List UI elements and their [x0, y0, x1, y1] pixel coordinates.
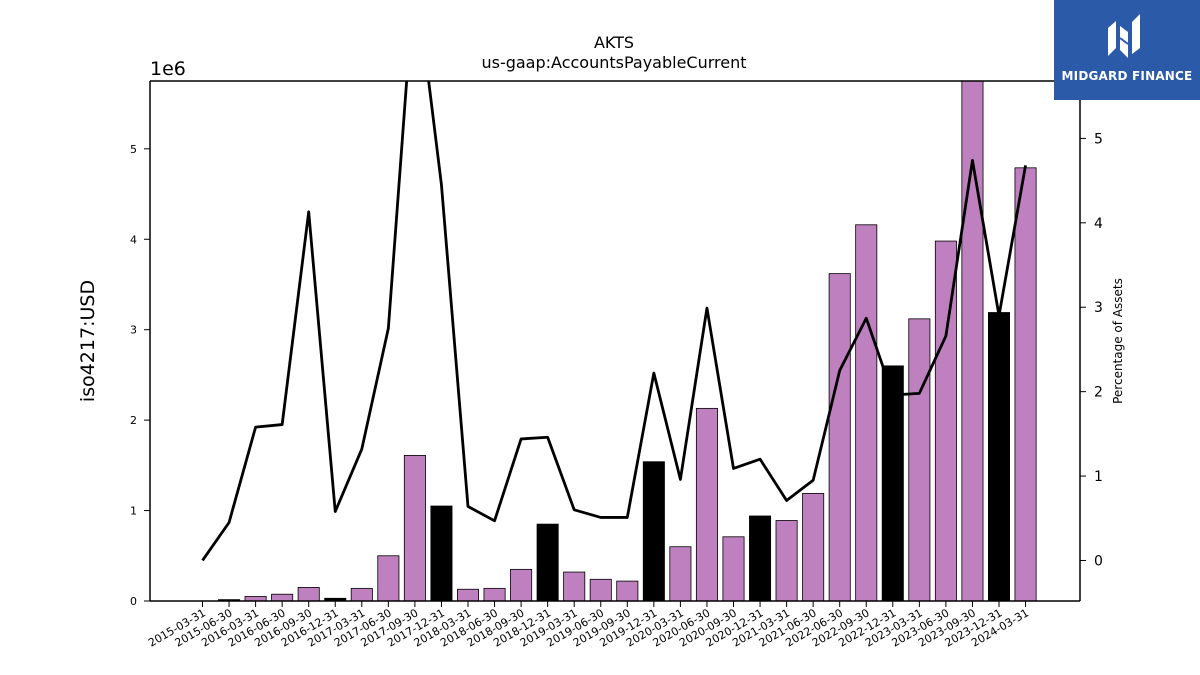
logo-text: MIDGARD FINANCE: [1061, 69, 1193, 83]
bar: [722, 536, 745, 601]
bar: [271, 593, 294, 601]
bar: [775, 520, 798, 601]
bar: [881, 365, 904, 601]
y-right-tick-label: 4: [1094, 216, 1103, 232]
y-tick-label: 1: [130, 505, 137, 518]
y-right-tick-label: 5: [1094, 131, 1103, 147]
bar: [350, 587, 373, 601]
y-right-tick-label: 3: [1094, 300, 1103, 316]
bar: [855, 224, 878, 601]
bar: [589, 578, 612, 601]
bar: [1014, 167, 1037, 601]
y-axis-label-right: Percentage of Assets: [1111, 278, 1125, 404]
bar: [377, 555, 400, 601]
y-right-tick-label: 2: [1094, 385, 1103, 401]
midgard-logo-icon: [1108, 14, 1140, 58]
y-right-tick-label: 1: [1094, 469, 1103, 485]
bar: [536, 523, 559, 601]
y-tick-label: 4: [130, 233, 137, 246]
bar: [456, 588, 479, 601]
bar: [483, 587, 506, 601]
brand-logo: MIDGARD FINANCE: [1054, 0, 1200, 100]
bar: [749, 515, 772, 601]
y-tick-label: 2: [130, 414, 137, 427]
bar: [828, 273, 851, 601]
line-series: [201, 81, 1027, 562]
bar: [297, 587, 320, 601]
bar: [563, 571, 586, 601]
y-right-tick-label: 0: [1094, 553, 1103, 569]
bar-series: [218, 81, 1037, 601]
y-axis-label: iso4217:USD: [77, 280, 99, 402]
bar: [695, 407, 718, 601]
y-tick-label: 5: [130, 143, 137, 156]
bar: [908, 318, 931, 601]
bar: [430, 505, 453, 601]
y-tick-label: 3: [130, 324, 137, 337]
chart-title: AKTS: [594, 33, 634, 52]
chart-subtitle: us-gaap:AccountsPayableCurrent: [481, 53, 746, 72]
axes: 0123450123452015-03-312015-06-302016-03-…: [130, 80, 1103, 650]
bar: [403, 454, 426, 601]
bar: [802, 492, 825, 601]
bar: [961, 81, 984, 601]
bar: [669, 546, 692, 601]
bar: [616, 580, 639, 601]
bar: [642, 461, 665, 601]
bar: [934, 240, 957, 601]
bar: [988, 312, 1011, 601]
y-offset-label: 1e6: [150, 58, 186, 80]
y-tick-label: 0: [130, 595, 137, 608]
bar: [510, 568, 533, 601]
percentage-line: [201, 81, 1027, 562]
